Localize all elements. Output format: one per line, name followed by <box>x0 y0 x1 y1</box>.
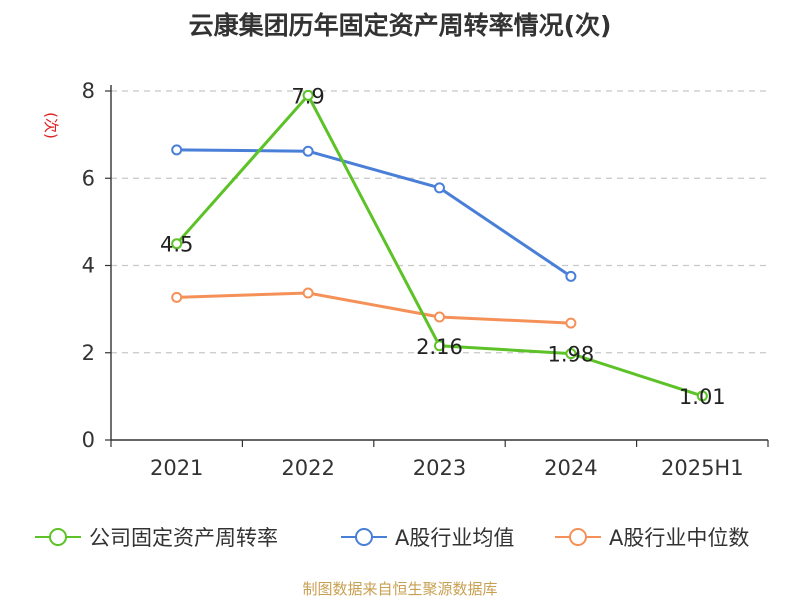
x-tick-label-3: 2024 <box>544 456 597 480</box>
data-point-s0-4[interactable] <box>696 390 708 402</box>
data-point-s1-3[interactable] <box>565 270 577 282</box>
legend-swatch-company <box>35 528 81 546</box>
data-label-0: 4.5 <box>160 233 193 257</box>
data-point-s0-3[interactable] <box>565 348 577 360</box>
legend: 公司固定资产周转率 A股行业均值 A股行业中位数 <box>0 522 800 552</box>
y-tick-label-1: 2 <box>82 341 95 365</box>
legend-item-industry-median[interactable]: A股行业中位数 <box>553 522 749 552</box>
legend-label-company: 公司固定资产周转率 <box>89 526 278 550</box>
series-line-2 <box>176 291 571 325</box>
data-point-s1-0[interactable] <box>171 144 183 156</box>
x-tick-label-4: 2025H1 <box>661 456 744 480</box>
y-tick-label-3: 6 <box>82 166 95 190</box>
data-point-s2-0[interactable] <box>171 291 183 303</box>
data-label-4: 1.01 <box>679 385 726 409</box>
data-point-s1-2[interactable] <box>434 182 445 194</box>
data-label-3: 1.98 <box>548 343 595 367</box>
y-tick-label-2: 4 <box>82 254 95 278</box>
chart-title: 云康集团历年固定资产周转率情况(次) <box>188 11 612 40</box>
data-point-s0-0[interactable] <box>171 238 183 250</box>
source-note: 制图数据来自恒生聚源数据库 <box>302 580 498 598</box>
data-point-s2-2[interactable] <box>434 311 445 323</box>
x-tick-label-1: 2022 <box>281 456 334 480</box>
data-label-1: 7.9 <box>291 84 324 108</box>
data-point-s0-1[interactable] <box>302 89 314 101</box>
x-tick-label-2: 2023 <box>413 456 466 480</box>
legend-label-industry-median: A股行业中位数 <box>609 526 750 550</box>
data-label-2: 2.16 <box>416 335 463 359</box>
x-tick-label-0: 2021 <box>150 456 203 480</box>
data-point-s1-1[interactable] <box>302 145 314 157</box>
legend-label-industry-mean: A股行业均值 <box>395 526 515 550</box>
series-line-1 <box>176 148 572 278</box>
legend-item-industry-mean[interactable]: A股行业均值 <box>339 522 514 552</box>
legend-swatch-industry-mean <box>341 528 387 546</box>
data-point-s2-3[interactable] <box>565 317 577 329</box>
y-tick-label-4: 8 <box>82 79 95 103</box>
legend-swatch-industry-median <box>555 528 601 546</box>
y-axis-title: (次) <box>42 112 60 139</box>
data-point-s2-1[interactable] <box>302 287 314 299</box>
data-point-s0-2[interactable] <box>434 340 445 352</box>
y-tick-label-0: 0 <box>82 428 95 452</box>
legend-item-company[interactable]: 公司固定资产周转率 <box>33 522 278 552</box>
